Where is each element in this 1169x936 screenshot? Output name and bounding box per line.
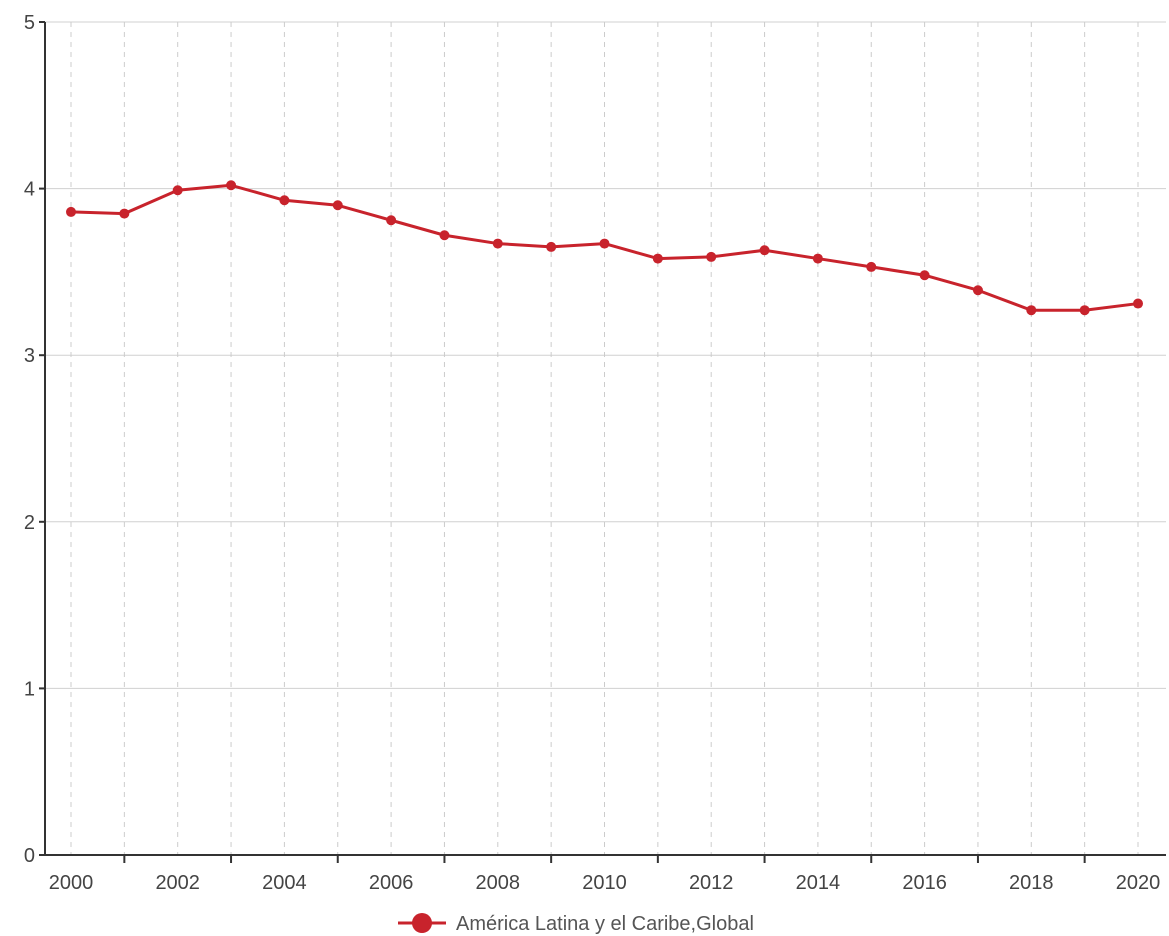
legend-label: América Latina y el Caribe,Global bbox=[456, 913, 754, 935]
data-point[interactable] bbox=[919, 270, 930, 281]
data-point[interactable] bbox=[652, 253, 663, 264]
data-point[interactable] bbox=[706, 251, 717, 262]
data-point[interactable] bbox=[812, 253, 823, 264]
data-point[interactable] bbox=[226, 180, 237, 191]
y-tick-label: 3 bbox=[24, 345, 35, 367]
x-tick-label: 2000 bbox=[49, 872, 94, 894]
data-point[interactable] bbox=[172, 185, 183, 196]
series bbox=[66, 180, 1143, 316]
x-tick-label: 2014 bbox=[796, 872, 841, 894]
y-tick-label: 4 bbox=[24, 179, 35, 201]
x-tick-label: 2020 bbox=[1116, 872, 1161, 894]
data-point[interactable] bbox=[1079, 305, 1090, 316]
x-tick-label: 2012 bbox=[689, 872, 734, 894]
data-point[interactable] bbox=[332, 200, 343, 211]
data-point[interactable] bbox=[599, 238, 610, 249]
data-point[interactable] bbox=[1026, 305, 1037, 316]
x-tick-label: 2004 bbox=[262, 872, 307, 894]
y-tick-labels: 0 1 2 3 4 5 bbox=[24, 12, 35, 867]
x-tick-label: 2010 bbox=[582, 872, 627, 894]
data-point[interactable] bbox=[439, 230, 450, 241]
data-point[interactable] bbox=[279, 195, 290, 206]
x-tick-label: 2016 bbox=[902, 872, 947, 894]
data-point[interactable] bbox=[759, 245, 770, 256]
legend-marker-icon bbox=[412, 913, 432, 933]
x-tick-label: 2008 bbox=[476, 872, 521, 894]
data-point[interactable] bbox=[492, 238, 503, 249]
data-point[interactable] bbox=[546, 241, 557, 252]
y-tick-label: 5 bbox=[24, 12, 35, 34]
data-point[interactable] bbox=[66, 206, 76, 217]
axes bbox=[39, 21, 1166, 863]
legend[interactable]: América Latina y el Caribe,Global bbox=[398, 913, 754, 935]
x-tick-labels: 2000 2002 2004 2006 2008 2010 2012 2014 2016 2018… bbox=[49, 872, 1161, 894]
x-tick-label: 2018 bbox=[1009, 872, 1054, 894]
data-point[interactable] bbox=[866, 261, 877, 272]
y-tick-label: 0 bbox=[24, 845, 35, 867]
x-tick-label: 2006 bbox=[369, 872, 414, 894]
x-tick-label: 2002 bbox=[155, 872, 200, 894]
y-tick-label: 1 bbox=[24, 678, 35, 700]
data-point[interactable] bbox=[972, 285, 983, 296]
y-tick-label: 2 bbox=[24, 512, 35, 534]
data-point[interactable] bbox=[1133, 298, 1143, 309]
data-point[interactable] bbox=[119, 208, 130, 219]
data-point[interactable] bbox=[386, 215, 397, 226]
grid bbox=[45, 21, 1166, 855]
